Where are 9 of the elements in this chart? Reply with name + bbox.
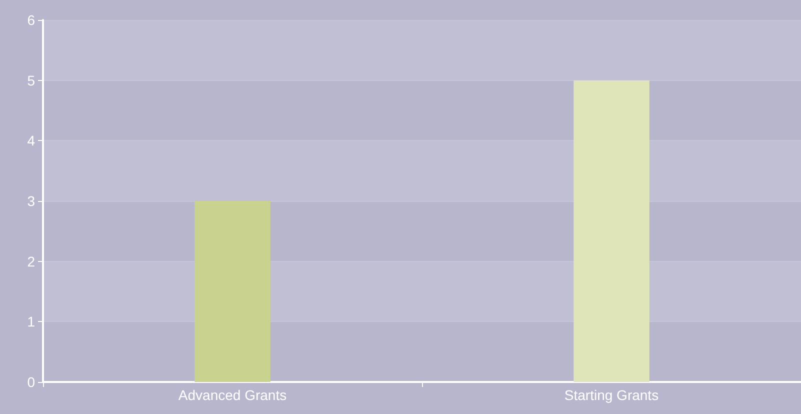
- y-tick-label: 6: [27, 12, 36, 28]
- y-tick-label: 2: [27, 253, 36, 270]
- y-tick-label: 1: [27, 314, 36, 330]
- y-tick-label: 4: [27, 132, 36, 149]
- y-tick-label: 5: [27, 72, 36, 88]
- x-tick-label: Starting Grants: [564, 387, 659, 403]
- y-tick-label: 0: [27, 374, 36, 390]
- y-tick-label: 3: [27, 193, 36, 209]
- x-tick-label: Advanced Grants: [178, 387, 287, 403]
